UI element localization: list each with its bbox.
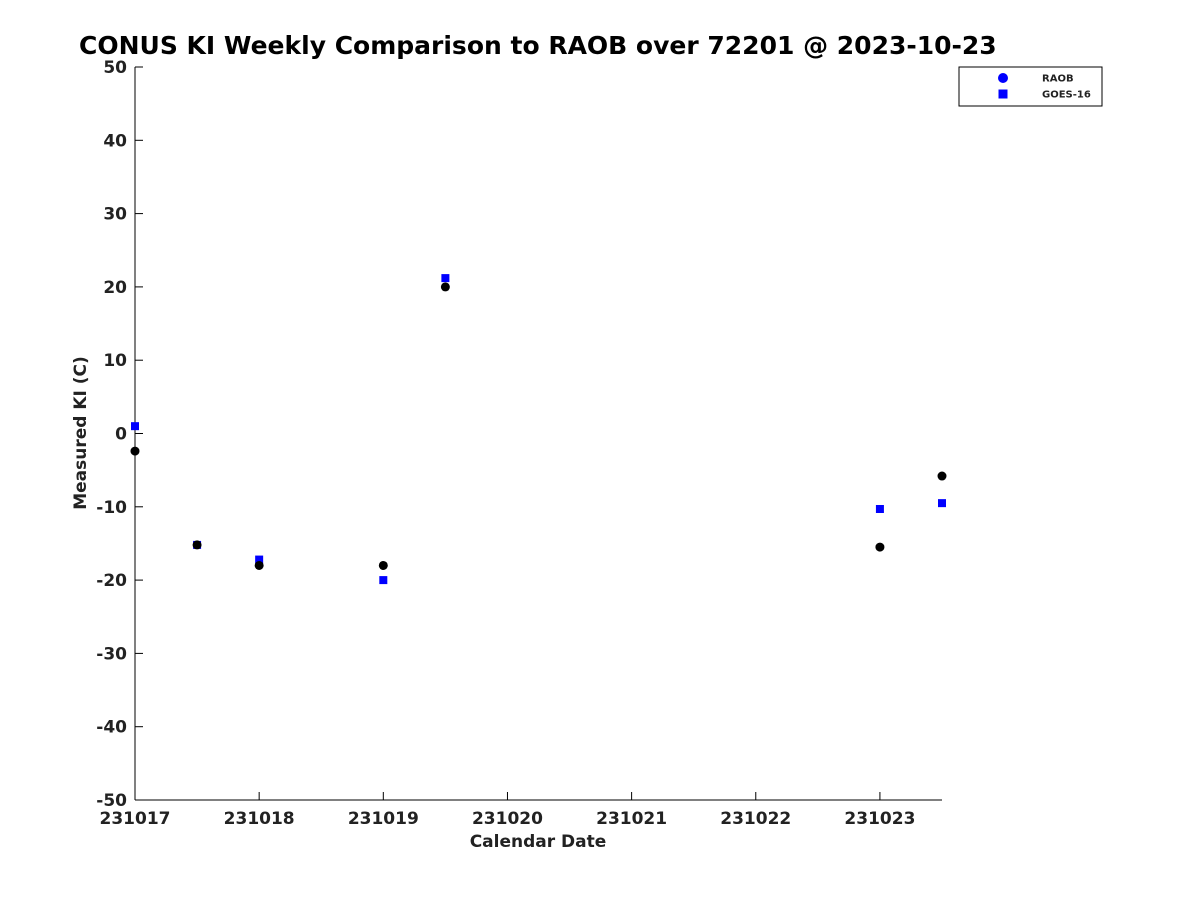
x-tick-label: 231019 <box>348 809 419 829</box>
goes16-point <box>875 504 884 513</box>
raob-point <box>130 446 140 456</box>
y-tick-label: 10 <box>103 351 127 371</box>
raob-point <box>192 540 202 550</box>
legend-raob-marker <box>998 73 1008 83</box>
y-tick-label: 0 <box>115 425 127 445</box>
y-tick-label: -30 <box>96 644 127 664</box>
goes16-point <box>938 499 946 508</box>
goes16-point <box>441 274 450 283</box>
x-axis-label: Calendar Date <box>470 832 607 852</box>
y-tick-label: -10 <box>96 498 127 518</box>
y-axis-label: Measured KI (C) <box>71 356 91 510</box>
plot-points <box>130 274 947 585</box>
raob-point <box>875 542 885 552</box>
legend-box <box>958 66 1103 107</box>
chart-title: CONUS KI Weekly Comparison to RAOB over … <box>79 31 997 60</box>
legend: RAOB GOES-16 <box>958 66 1103 107</box>
goes16-point <box>131 422 139 431</box>
x-tick-label: 231018 <box>224 809 295 829</box>
goes16-point <box>379 576 388 585</box>
goes16-point <box>255 555 264 564</box>
y-tick-label: 50 <box>103 58 127 78</box>
raob-point <box>378 560 388 570</box>
raob-point <box>937 471 947 481</box>
raob-point <box>254 560 264 570</box>
x-tick-label: 231020 <box>472 809 543 829</box>
y-tick-label: 20 <box>103 278 127 298</box>
x-tick-label: 231023 <box>844 809 915 829</box>
y-ticks: 50 40 30 20 10 0 -10 -20 -30 -40 -50 <box>96 58 143 811</box>
y-tick-label: 40 <box>103 131 127 151</box>
y-tick-label: -50 <box>96 791 127 811</box>
raob-point <box>440 282 450 292</box>
legend-raob-label: RAOB <box>1042 74 1074 85</box>
x-tick-label: 231021 <box>596 809 667 829</box>
y-tick-label: -20 <box>96 571 127 591</box>
x-ticks: 231017 231018 231019 231020 231021 231022 2310… <box>100 792 915 829</box>
legend-goes16-label: GOES-16 <box>1042 90 1091 101</box>
legend-goes16-marker <box>998 89 1008 99</box>
y-tick-label: 30 <box>103 205 127 225</box>
x-tick-label: 231022 <box>720 809 791 829</box>
x-tick-label: 231017 <box>100 809 171 829</box>
y-tick-label: -40 <box>96 718 127 738</box>
